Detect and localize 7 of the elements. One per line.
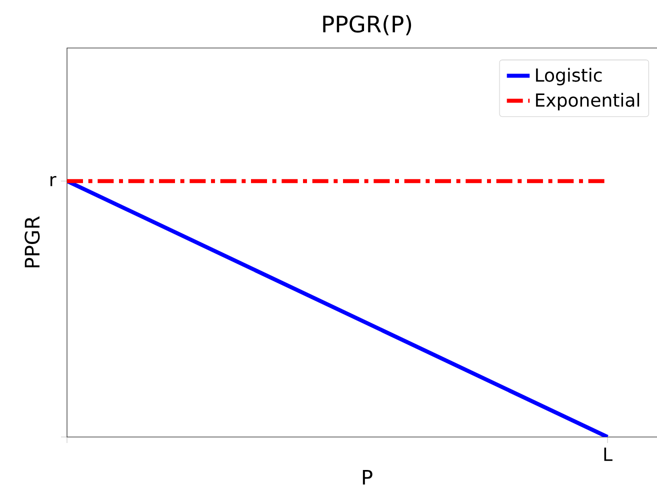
x-axis-title: P — [362, 470, 372, 485]
chart-title: PPGR(P) — [323, 15, 412, 36]
annotation: r — [50, 176, 56, 186]
text: L — [604, 448, 612, 461]
legend-label: Logistic — [536, 68, 602, 86]
y-axis-title: PPGR — [24, 216, 40, 268]
legend-label: Exponential — [536, 92, 640, 110]
